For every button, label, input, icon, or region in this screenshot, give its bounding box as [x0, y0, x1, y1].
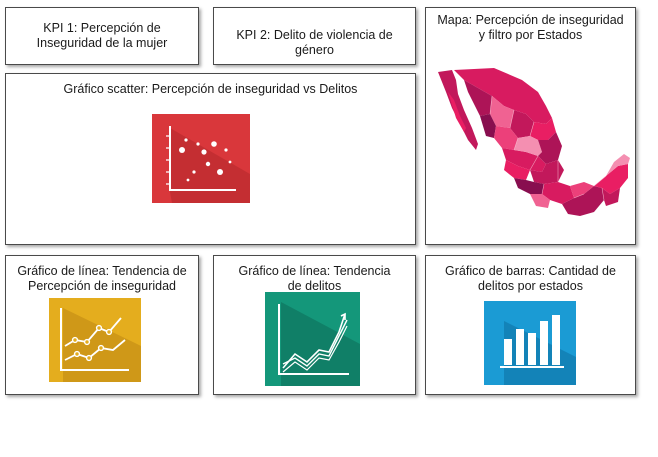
line2-title: Gráfico de línea: Tendencia de delitos	[238, 264, 391, 293]
line-chart-icon	[265, 292, 360, 386]
map-panel[interactable]: Mapa: Percepción de inseguridad y filtro…	[425, 7, 636, 245]
bars-panel[interactable]: Gráfico de barras: Cantidad de delitos p…	[425, 255, 636, 395]
kpi1-title: KPI 1: Percepción de Inseguridad de la m…	[36, 21, 168, 50]
line1-panel[interactable]: Gráfico de línea: Tendencia de Percepció…	[5, 255, 199, 395]
scatter-chart-icon	[152, 114, 250, 203]
line-chart-icon	[49, 298, 141, 382]
line2-panel[interactable]: Gráfico de línea: Tendencia de delitos	[213, 255, 416, 395]
line1-title: Gráfico de línea: Tendencia de Percepció…	[17, 264, 187, 293]
bar-chart-icon	[484, 301, 576, 385]
map-title: Mapa: Percepción de inseguridad y filtro…	[437, 13, 624, 42]
mexico-map-icon	[434, 66, 632, 226]
kpi2-title: KPI 2: Delito de violencia de género	[236, 28, 393, 57]
kpi2-panel[interactable]: KPI 2: Delito de violencia de género	[213, 7, 416, 65]
scatter-title: Gráfico scatter: Percepción de insegurid…	[63, 82, 358, 96]
scatter-panel[interactable]: Gráfico scatter: Percepción de insegurid…	[5, 73, 416, 245]
bars-title: Gráfico de barras: Cantidad de delitos p…	[445, 264, 616, 293]
kpi1-panel[interactable]: KPI 1: Percepción de Inseguridad de la m…	[5, 7, 199, 65]
